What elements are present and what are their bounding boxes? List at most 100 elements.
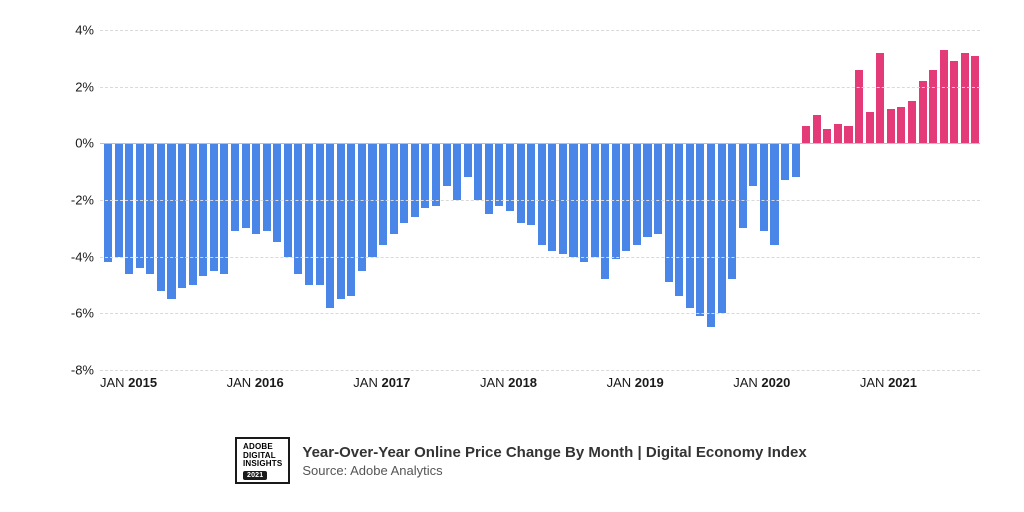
bar-fill [136,143,144,268]
bar-fill [696,143,704,316]
bar-fill [559,143,567,254]
bar-fill [316,143,324,285]
grid-line [100,87,980,88]
bar-fill [411,143,419,217]
y-axis-label: -2% [58,193,94,208]
bar-fill [146,143,154,273]
bar-fill [707,143,715,327]
bar-fill [961,53,969,144]
bar-fill [897,107,905,144]
bar-fill [876,53,884,144]
adobe-insights-badge: ADOBE DIGITAL INSIGHTS 2021 [235,437,290,484]
bar-fill [633,143,641,245]
bar-fill [294,143,302,273]
bar-fill [855,70,863,144]
y-axis-label: -4% [58,249,94,264]
bar-fill [495,143,503,205]
bar-fill [263,143,271,231]
bar-fill [337,143,345,299]
plot-area: 4%2%0%-2%-4%-6%-8% [100,30,980,370]
bar-fill [379,143,387,245]
bar-fill [464,143,472,177]
bar-fill [675,143,683,296]
bar-fill [432,143,440,205]
caption-source: Source: Adobe Analytics [302,463,806,478]
bar-fill [252,143,260,234]
grid-line [100,143,980,144]
bar-fill [728,143,736,279]
bar-fill [538,143,546,245]
badge-year: 2021 [243,471,267,480]
y-axis-label: 4% [58,23,94,38]
y-axis-label: 2% [58,79,94,94]
bar-fill [686,143,694,307]
bar-fill [485,143,493,214]
x-axis-label: JAN 2019 [607,375,664,390]
y-axis-label: -6% [58,306,94,321]
x-axis-label: JAN 2018 [480,375,537,390]
bar-fill [517,143,525,222]
bar-fill [305,143,313,285]
chart-container: 4%2%0%-2%-4%-6%-8% JAN 2015JAN 2016JAN 2… [60,30,980,400]
bar-fill [220,143,228,273]
bar-fill [210,143,218,271]
bar-fill [358,143,366,271]
bar-fill [125,143,133,273]
bar-fill [104,143,112,262]
bar-fill [273,143,281,242]
bar-fill [760,143,768,231]
bar-fill [612,143,620,259]
y-axis-label: -8% [58,363,94,378]
bar-fill [950,61,958,143]
bar-fill [770,143,778,245]
bar-fill [548,143,556,251]
bar-fill [157,143,165,290]
grid-line [100,257,980,258]
bar-fill [665,143,673,282]
bar-fill [506,143,514,211]
bar-fill [178,143,186,288]
bar-fill [643,143,651,237]
bar-fill [231,143,239,231]
bar-fill [887,109,895,143]
caption: ADOBE DIGITAL INSIGHTS 2021 Year-Over-Ye… [235,437,807,484]
bar-fill [443,143,451,186]
bar-fill [739,143,747,228]
x-axis-label: JAN 2020 [733,375,790,390]
bar-fill [802,126,810,143]
bar-fill [781,143,789,180]
x-axis-label: JAN 2021 [860,375,917,390]
bar-fill [908,101,916,144]
bar-fill [421,143,429,208]
bar-fill [242,143,250,228]
y-axis-label: 0% [58,136,94,151]
bar-fill [167,143,175,299]
grid-line [100,30,980,31]
grid-line [100,313,980,314]
bar-fill [580,143,588,262]
bar-fill [390,143,398,234]
bar-fill [929,70,937,144]
bar-fill [792,143,800,177]
x-axis: JAN 2015 JAN 2016 JAN 2017 JAN 2018 JAN 2019… [100,375,980,395]
bar-fill [823,129,831,143]
grid-line [100,370,980,371]
bar-fill [813,115,821,143]
x-axis-label: JAN 2016 [227,375,284,390]
bar-fill [844,126,852,143]
caption-title: Year-Over-Year Online Price Change By Mo… [302,444,806,461]
bar-fill [189,143,197,285]
bar-fill [474,143,482,200]
bar-fill [601,143,609,279]
bar-fill [919,81,927,143]
caption-text: Year-Over-Year Online Price Change By Mo… [302,444,806,478]
bar-fill [749,143,757,186]
bar-fill [834,124,842,144]
x-axis-label: JAN 2015 [100,375,157,390]
bar-fill [347,143,355,296]
x-axis-label: JAN 2017 [353,375,410,390]
bar-fill [622,143,630,251]
bar-fill [718,143,726,313]
bar-fill [940,50,948,144]
bar-fill [971,56,979,144]
